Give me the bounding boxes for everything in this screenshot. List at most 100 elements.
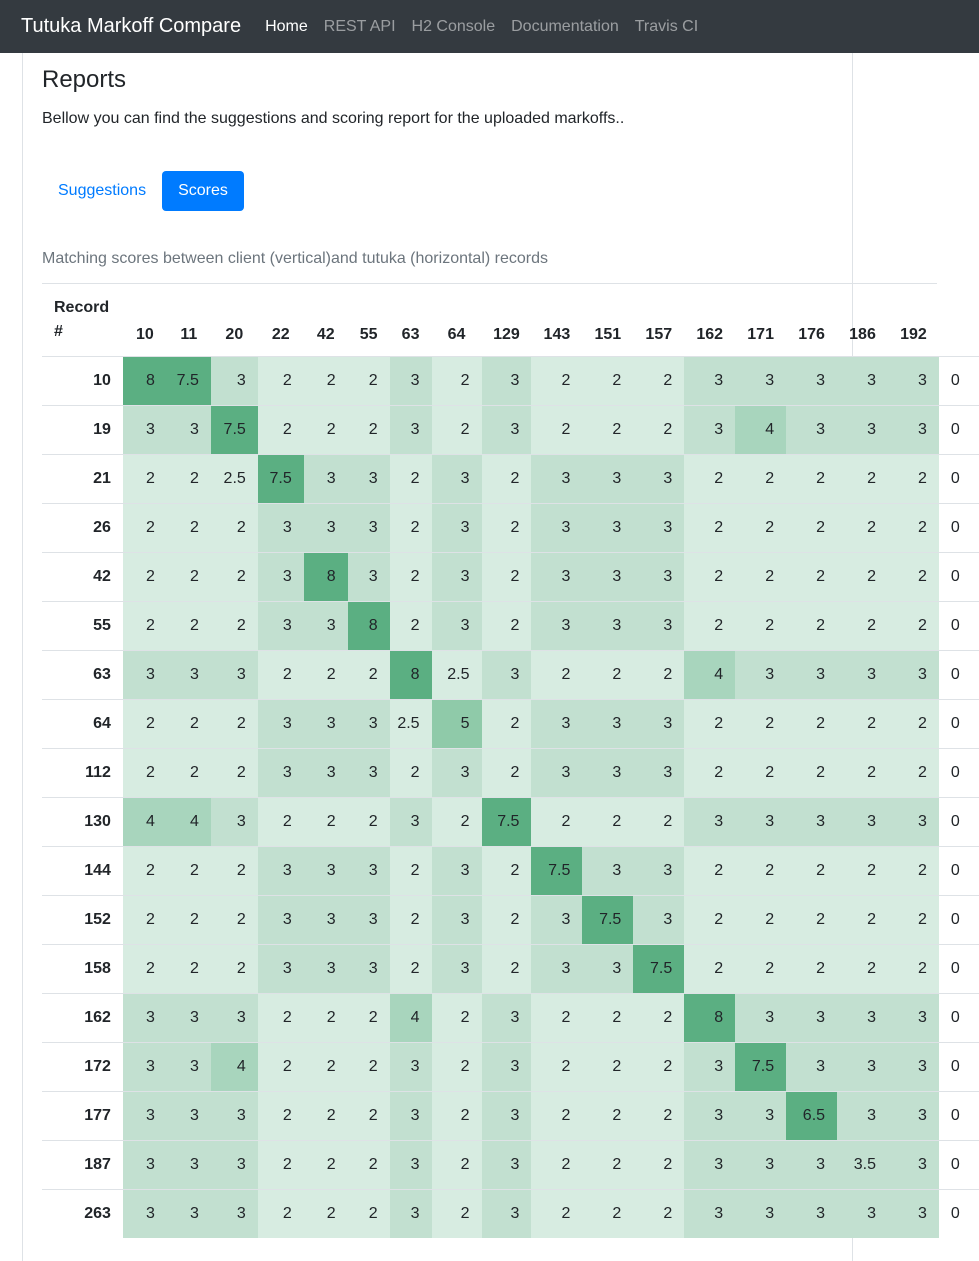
score-cell: 2 xyxy=(786,453,838,503)
score-cell: 3 xyxy=(837,1090,888,1140)
score-cell: 2 xyxy=(531,796,583,846)
tab-suggestions[interactable]: Suggestions xyxy=(58,182,147,199)
score-cell: 2 xyxy=(347,355,390,405)
score-cell: 3 xyxy=(122,1041,167,1091)
score-cell: 2 xyxy=(633,992,685,1042)
score-cell: 2 xyxy=(347,796,390,846)
nav-link-documentation[interactable]: Documentation xyxy=(511,17,619,35)
table-row: 162 3 3 3 2 2 2 4 2 3 2 2 2 8 3 3 3 3 0 xyxy=(42,992,979,1042)
score-cell: 4 xyxy=(122,796,167,846)
table-row: 55 2 2 2 3 3 8 2 3 2 3 3 3 2 2 2 2 2 0 xyxy=(42,600,979,650)
score-cell: 7.5 xyxy=(531,845,583,895)
score-cell: 2 xyxy=(389,600,432,650)
score-cell: 3 xyxy=(684,1090,736,1140)
nav-link-h2-console[interactable]: H2 Console xyxy=(411,17,496,35)
score-cell: 3 xyxy=(837,796,888,846)
score-cell: 3 xyxy=(633,600,685,650)
score-cell: 3 xyxy=(431,747,482,797)
score-cell: 3 xyxy=(431,845,482,895)
score-cell: 2 xyxy=(210,845,258,895)
page-title: Reports xyxy=(42,66,127,93)
score-cell: 3 xyxy=(257,845,304,895)
score-cell: 2 xyxy=(210,894,258,944)
score-cell: 2 xyxy=(431,992,482,1042)
table-header-row: Record # 10 11 20 22 42 55 63 64 129 143 151 157 162… xyxy=(42,284,979,356)
extra-score-cell: 0 xyxy=(938,1041,979,1091)
table-row: 177 3 3 3 2 2 2 3 2 3 2 2 2 3 3 6.5 3 3 0 xyxy=(42,1090,979,1140)
score-cell: 2 xyxy=(303,796,348,846)
score-cell: 3 xyxy=(303,943,348,993)
column-header: 143 xyxy=(543,325,571,343)
table-row: 263 3 3 3 2 2 2 3 2 3 2 2 2 3 3 3 3 3 0 xyxy=(42,1188,979,1238)
score-cell: 2 xyxy=(122,845,167,895)
score-cell: 3 xyxy=(531,551,583,601)
score-cell: 2 xyxy=(303,1139,348,1189)
score-cell: 3 xyxy=(431,502,482,552)
score-cell: 2 xyxy=(735,894,787,944)
score-cell: 2 xyxy=(347,649,390,699)
score-cell: 2 xyxy=(431,1139,482,1189)
score-cell: 2 xyxy=(786,698,838,748)
score-cell: 3 xyxy=(887,649,939,699)
tab-scores[interactable]: Scores xyxy=(162,171,244,211)
column-header: 22 xyxy=(271,325,290,343)
extra-score-cell: 0 xyxy=(938,453,979,503)
score-cell: 3.5 xyxy=(837,1139,888,1189)
score-cell: 3 xyxy=(210,355,258,405)
extra-score-cell: 0 xyxy=(938,1188,979,1238)
score-cell: 2 xyxy=(257,1139,304,1189)
score-cell: 3 xyxy=(887,1139,939,1189)
score-cell: 2 xyxy=(887,600,939,650)
score-cell: 2 xyxy=(347,404,390,454)
score-cell: 2 xyxy=(582,1188,634,1238)
score-cell: 2 xyxy=(122,502,167,552)
score-cell: 3 xyxy=(303,845,348,895)
score-cell: 2 xyxy=(531,1139,583,1189)
score-cell: 2 xyxy=(684,894,736,944)
score-cell: 2 xyxy=(166,502,211,552)
brand-link[interactable]: Tutuka Markoff Compare xyxy=(21,15,242,37)
row-record-id: 158 xyxy=(42,943,123,993)
score-cell: 4 xyxy=(166,796,211,846)
score-cell: 3 xyxy=(347,698,390,748)
score-cell: 3 xyxy=(786,1041,838,1091)
column-header: 129 xyxy=(493,325,520,343)
record-header-label: Record xyxy=(54,298,110,316)
score-cell: 3 xyxy=(481,649,532,699)
score-cell: 2 xyxy=(166,894,211,944)
score-cell: 2 xyxy=(633,404,685,454)
score-cell: 2 xyxy=(303,992,348,1042)
nav-link-home[interactable]: Home xyxy=(265,17,308,35)
score-cell: 2 xyxy=(431,404,482,454)
nav-link-rest-api[interactable]: REST API xyxy=(323,17,396,35)
score-cell: 2 xyxy=(837,502,888,552)
score-cell: 2 xyxy=(786,894,838,944)
score-cell: 7.5 xyxy=(582,894,634,944)
score-cell: 3 xyxy=(257,698,304,748)
score-cell: 3 xyxy=(210,796,258,846)
score-cell: 3 xyxy=(633,845,685,895)
score-cell: 3 xyxy=(166,1041,211,1091)
score-cell: 3 xyxy=(582,502,634,552)
score-cell: 3 xyxy=(735,1090,787,1140)
score-cell: 2 xyxy=(837,600,888,650)
score-cell: 3 xyxy=(210,1188,258,1238)
score-cell: 3 xyxy=(837,1041,888,1091)
score-cell: 2 xyxy=(122,453,167,503)
column-header: 64 xyxy=(447,325,466,343)
score-cell: 3 xyxy=(481,1041,532,1091)
nav-link-travis-ci[interactable]: Travis CI xyxy=(634,17,699,35)
score-cell: 3 xyxy=(582,845,634,895)
score-cell: 2 xyxy=(887,943,939,993)
score-cell: 2 xyxy=(257,1188,304,1238)
score-cell: 2 xyxy=(887,845,939,895)
score-cell: 2 xyxy=(389,551,432,601)
score-cell: 2 xyxy=(122,747,167,797)
score-cell: 2 xyxy=(431,796,482,846)
score-cell: 2 xyxy=(837,894,888,944)
score-cell: 2 xyxy=(837,943,888,993)
score-cell: 2 xyxy=(210,502,258,552)
score-cell: 3 xyxy=(122,404,167,454)
score-cell: 3 xyxy=(303,698,348,748)
score-cell: 8 xyxy=(347,600,390,650)
